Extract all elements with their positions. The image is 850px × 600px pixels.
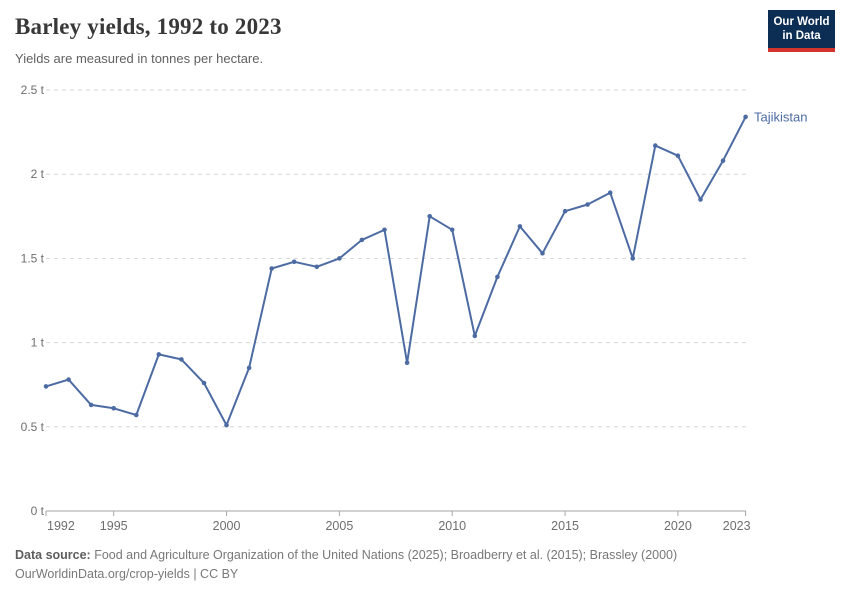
x-tick-label: 2015 — [551, 519, 579, 533]
page-title: Barley yields, 1992 to 2023 — [15, 14, 282, 39]
chart-footer: Data source: Food and Agriculture Organi… — [15, 546, 775, 584]
data-point — [66, 377, 71, 382]
data-point — [495, 274, 500, 280]
y-tick-label: 2.5 t — [21, 83, 45, 97]
data-point — [427, 214, 433, 219]
license-line: OurWorldinData.org/crop-yields | CC BY — [15, 565, 775, 584]
y-tick-label: 0.5 t — [21, 420, 45, 434]
chart-canvas: 0 t 0.5 t 1 t 1.5 t 2 t 2.5 t 1992 1995 2000 2005… — [21, 83, 808, 533]
data-point — [472, 333, 478, 339]
data-point — [562, 208, 568, 214]
data-point — [653, 143, 658, 148]
data-point — [743, 114, 748, 120]
page-subtitle: Yields are measured in tonnes per hectar… — [15, 51, 264, 66]
data-point — [540, 251, 545, 256]
x-tick-label: 2000 — [213, 519, 241, 533]
x-tick-label: 2010 — [438, 519, 466, 533]
license-suffix: | CC BY — [189, 567, 239, 581]
owid-logo-line1: Our World — [773, 16, 830, 28]
data-point — [201, 380, 207, 386]
x-tick-label: 2020 — [664, 519, 692, 533]
data-point — [134, 412, 139, 418]
data-point — [449, 227, 455, 233]
x-tick-label: 1992 — [47, 519, 75, 533]
data-source-label: Data source: — [15, 548, 91, 562]
data-point — [720, 158, 726, 163]
y-tick-label: 1.5 t — [21, 251, 45, 265]
x-tick-label: 2005 — [325, 519, 353, 533]
data-point — [404, 360, 410, 366]
data-point — [675, 153, 681, 158]
data-point — [585, 202, 590, 207]
data-point — [179, 357, 184, 362]
y-tick-label: 2 t — [31, 167, 45, 181]
data-point — [224, 422, 229, 428]
data-source-text: Food and Agriculture Organization of the… — [90, 548, 678, 562]
data-point — [359, 237, 365, 243]
trend-line — [45, 115, 747, 427]
owid-logo[interactable]: Our World in Data — [768, 10, 835, 52]
data-point — [630, 256, 636, 261]
data-point — [291, 259, 297, 265]
data-point — [156, 352, 162, 357]
data-point — [382, 227, 387, 233]
data-point — [314, 264, 320, 270]
y-tick-label: 1 t — [31, 336, 45, 350]
x-tick-label: 2023 — [723, 519, 751, 533]
data-point — [88, 402, 94, 408]
x-tick-label: 1995 — [100, 519, 128, 533]
data-point — [607, 190, 613, 195]
data-point — [111, 406, 116, 411]
data-point — [43, 384, 49, 389]
owid-logo-line2: in Data — [782, 30, 821, 42]
series-end-label[interactable]: Tajikistan — [754, 109, 807, 124]
license-url-link[interactable]: OurWorldinData.org/crop-yields — [15, 567, 190, 581]
line-chart: 0 t 0.5 t 1 t 1.5 t 2 t 2.5 t 1992 1995 2000 2005… — [0, 80, 850, 540]
y-tick-label: 0 t — [31, 504, 45, 518]
data-point — [246, 365, 252, 371]
data-point — [517, 224, 523, 229]
data-point — [698, 197, 703, 202]
data-source-line: Data source: Food and Agriculture Organi… — [15, 546, 775, 565]
data-point — [337, 256, 342, 261]
data-point — [269, 266, 275, 271]
